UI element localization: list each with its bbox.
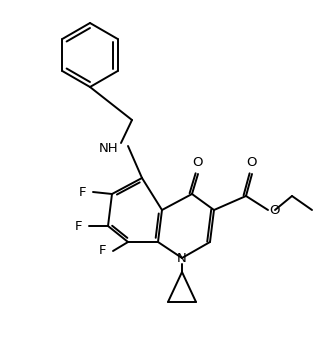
Text: F: F — [79, 185, 86, 198]
Text: N: N — [177, 251, 187, 265]
Text: F: F — [74, 219, 82, 233]
Text: O: O — [269, 204, 279, 216]
Text: O: O — [193, 156, 203, 169]
Text: O: O — [247, 156, 257, 169]
Text: NH: NH — [99, 141, 118, 154]
Text: F: F — [99, 245, 106, 258]
